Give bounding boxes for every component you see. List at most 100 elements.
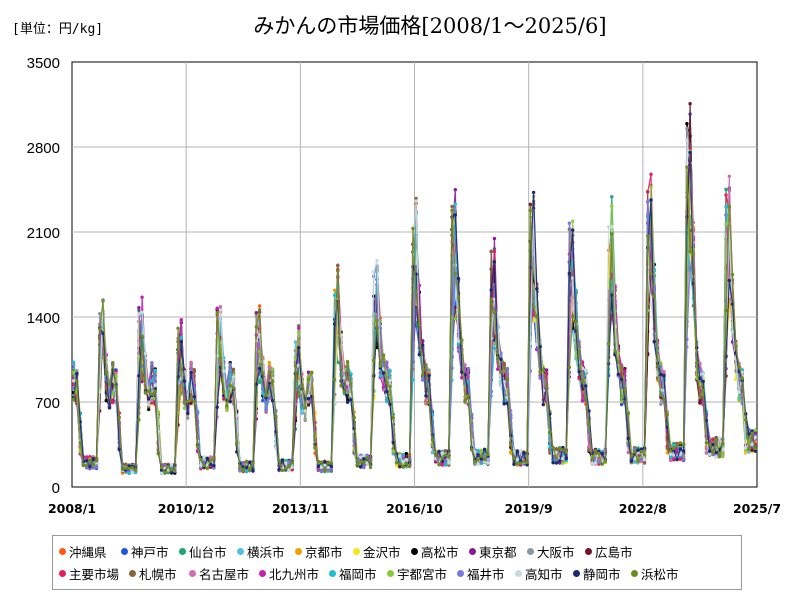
- series-point: [235, 440, 239, 445]
- series-point: [613, 349, 617, 353]
- series-point: [101, 299, 105, 303]
- series-point: [489, 249, 493, 253]
- series-point: [222, 397, 226, 401]
- series-point: [208, 455, 213, 459]
- series-point: [323, 463, 327, 467]
- series-point: [362, 465, 366, 469]
- series-point: [254, 325, 258, 329]
- series-point: [290, 461, 294, 465]
- legend-item: 仙台市: [179, 542, 237, 561]
- series-point: [695, 361, 699, 365]
- series-point: [323, 460, 327, 464]
- series-point: [633, 460, 637, 464]
- series-point: [150, 379, 154, 383]
- series-point: [169, 468, 174, 472]
- series-point: [345, 400, 350, 404]
- series-point: [388, 384, 392, 389]
- series-point: [440, 463, 444, 467]
- series-point: [698, 395, 702, 400]
- series-point: [388, 402, 392, 406]
- series-point: [678, 441, 682, 445]
- series-point: [564, 456, 568, 461]
- legend-label: 仙台市: [189, 544, 227, 560]
- series-point: [137, 306, 141, 310]
- series-point: [120, 467, 125, 472]
- legend-item: 主要市場: [59, 564, 129, 583]
- series-point: [375, 318, 379, 323]
- series-point: [362, 460, 366, 465]
- series-point: [306, 394, 311, 398]
- series-point: [535, 287, 539, 291]
- series-point: [398, 462, 402, 466]
- y-tick-label: 1400: [27, 310, 60, 327]
- series-point: [502, 380, 506, 384]
- series-point: [381, 385, 386, 389]
- series-point: [368, 465, 373, 470]
- series-point: [401, 464, 405, 469]
- series-point: [345, 390, 350, 395]
- series-point: [238, 468, 242, 473]
- series-point: [140, 310, 144, 314]
- series-point: [717, 436, 722, 440]
- series-point: [310, 370, 314, 375]
- series-point: [610, 293, 614, 297]
- series-point: [743, 418, 748, 422]
- series-point: [443, 462, 448, 467]
- series-point: [619, 366, 624, 370]
- series-point: [91, 465, 95, 469]
- series-point: [646, 234, 650, 238]
- series-point: [512, 462, 516, 466]
- series-point: [163, 470, 167, 475]
- series-point: [88, 455, 92, 459]
- series-point: [737, 390, 741, 394]
- series-point: [561, 448, 565, 452]
- series-point: [169, 471, 174, 475]
- series-point: [300, 383, 304, 387]
- series-point: [440, 451, 444, 455]
- series-point: [522, 460, 526, 464]
- series-point: [342, 390, 347, 394]
- series-point: [404, 457, 408, 462]
- series-point: [743, 446, 748, 450]
- series-point: [215, 405, 219, 409]
- series-point: [359, 460, 363, 464]
- series-point: [88, 458, 92, 462]
- series-point: [518, 461, 523, 465]
- series-point: [424, 363, 428, 368]
- series-20: [71, 165, 758, 475]
- series-point: [447, 460, 451, 465]
- series-point: [515, 458, 519, 462]
- series-point: [479, 454, 484, 458]
- series-point: [303, 406, 307, 410]
- series-point: [649, 185, 653, 189]
- series-point: [228, 362, 232, 366]
- series-point: [512, 456, 516, 460]
- series-point: [734, 377, 738, 382]
- series-point: [179, 318, 183, 322]
- series-point: [685, 165, 689, 169]
- series-point: [672, 446, 676, 450]
- series-point: [297, 346, 301, 350]
- legend-label: 宇都宮市: [397, 566, 448, 582]
- series-point: [743, 448, 748, 453]
- series-point: [668, 449, 673, 453]
- x-tick-label: 2025/7: [733, 501, 781, 516]
- series-point: [160, 465, 164, 470]
- series-point: [466, 366, 470, 371]
- series-point: [476, 453, 480, 457]
- series-point: [443, 449, 448, 453]
- series-point: [469, 448, 474, 452]
- series-point: [153, 383, 157, 387]
- series-point: [623, 369, 627, 374]
- series-point: [701, 379, 705, 384]
- series-point: [130, 466, 134, 470]
- series-point: [153, 368, 157, 372]
- series-point: [704, 450, 709, 455]
- series-point: [398, 451, 402, 456]
- series-point: [685, 122, 689, 126]
- series-point: [424, 394, 428, 398]
- series-point: [254, 311, 258, 315]
- series-point: [753, 449, 758, 453]
- series-point: [306, 397, 311, 401]
- series-point: [117, 415, 122, 420]
